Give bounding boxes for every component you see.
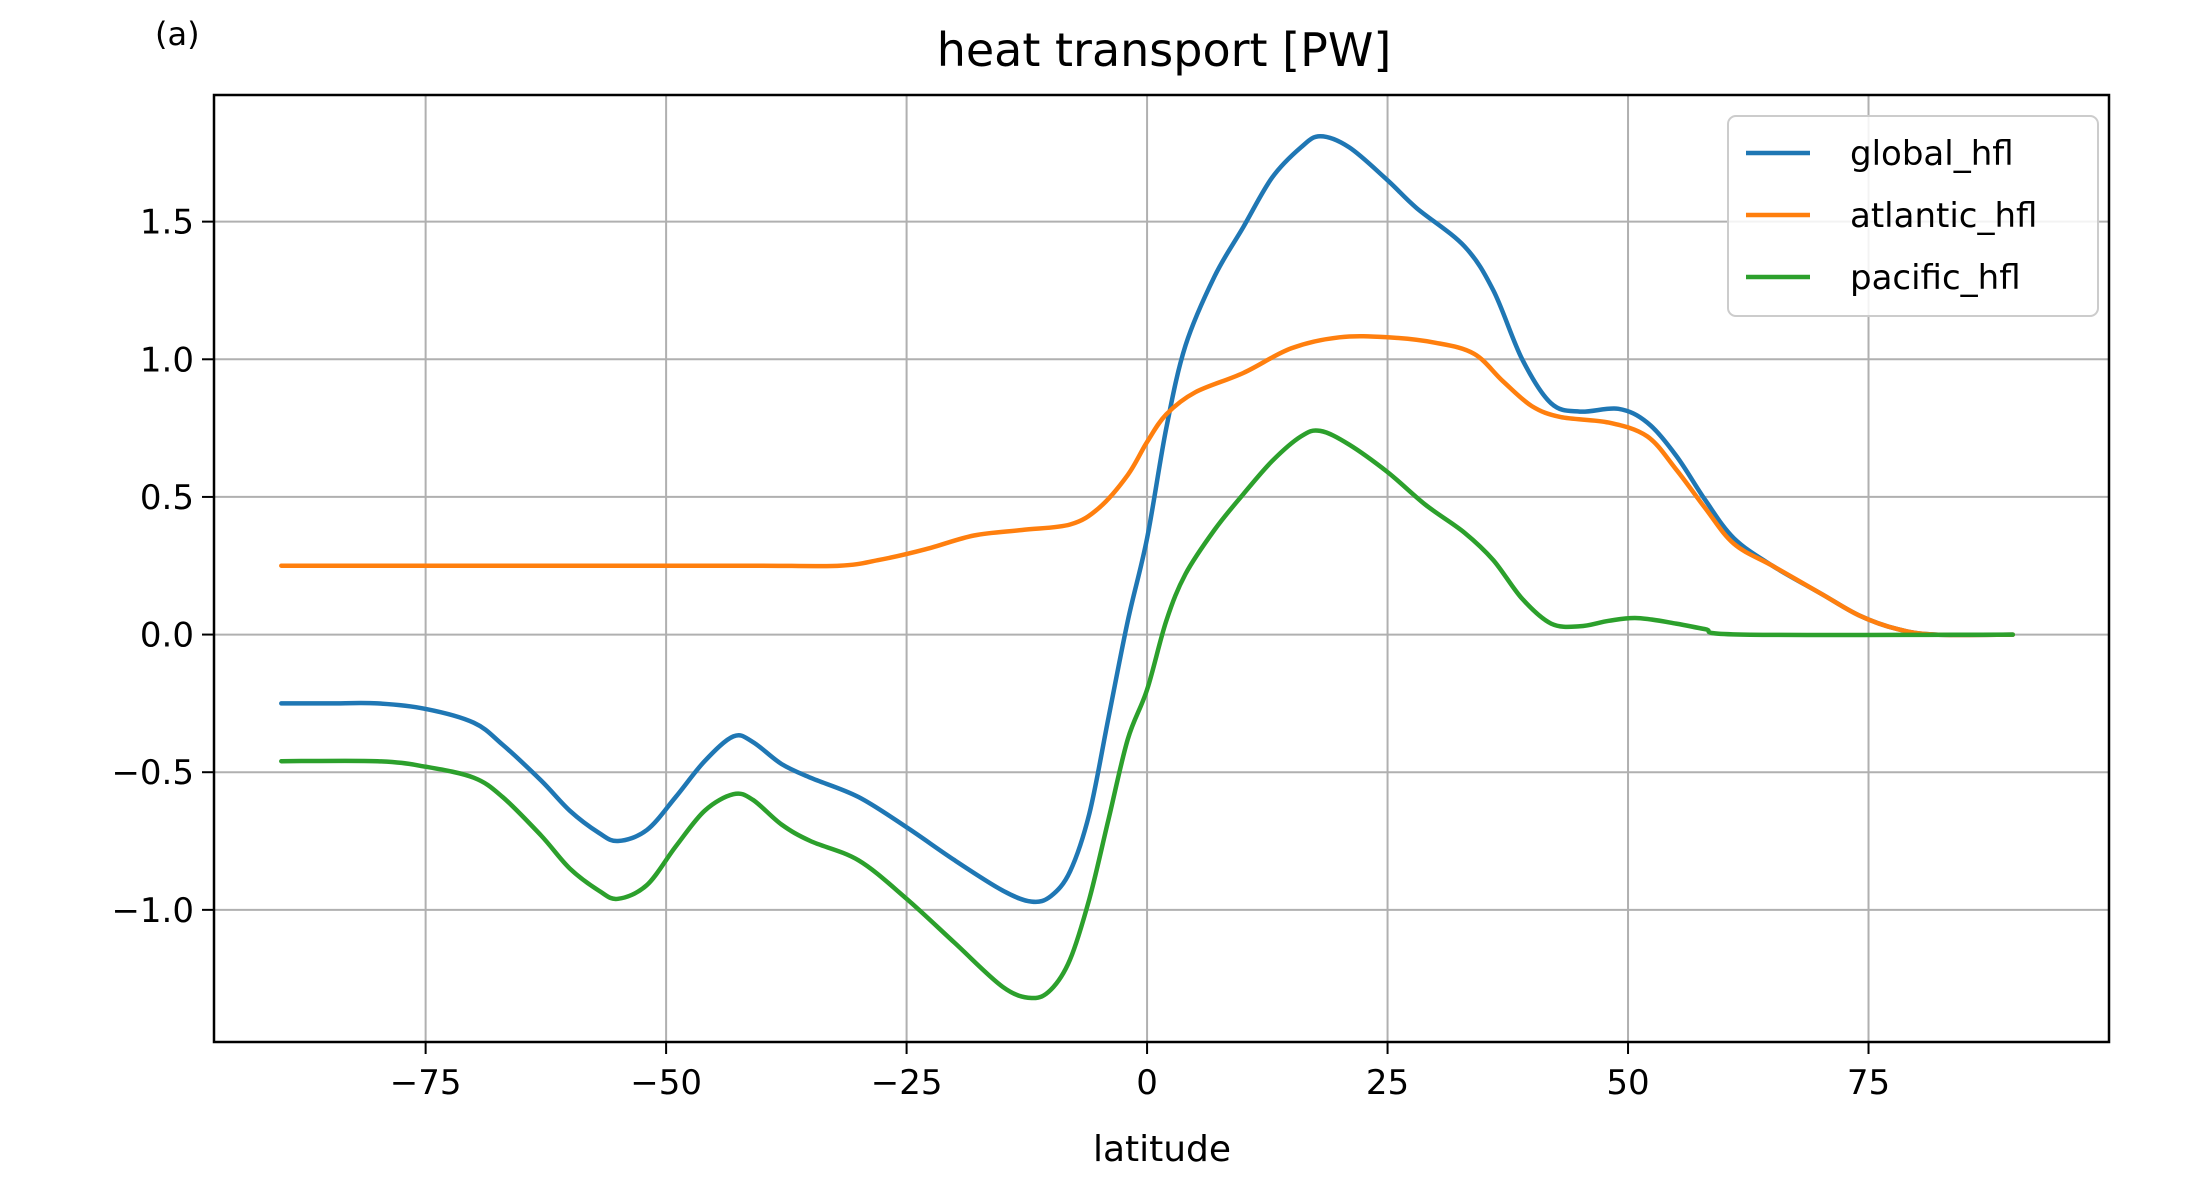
x-tick-label-4: 25 xyxy=(1366,1063,1409,1103)
series-line-atlantic_hfl xyxy=(279,333,2016,638)
series-line-pacific_hfl xyxy=(279,428,2016,1001)
y-tick-label-3: 0.5 xyxy=(140,478,194,518)
x-tick-label-3: 0 xyxy=(1136,1063,1158,1103)
y-tick-label-2: 0.0 xyxy=(140,616,194,656)
x-tick-label-1: −50 xyxy=(630,1063,702,1103)
legend[interactable]: global_hfl atlantic_hfl pacific_hfl xyxy=(1727,115,2099,317)
y-tick-label-0: −1.0 xyxy=(111,891,194,931)
x-tick-label-2: −25 xyxy=(871,1063,943,1103)
plot-frame xyxy=(212,93,2111,1044)
x-tick-label-0: −75 xyxy=(390,1063,462,1103)
y-tick-label-5: 1.5 xyxy=(140,203,194,243)
series-lines xyxy=(279,134,2016,1001)
legend-label-pacific_hfl[interactable]: pacific_hfl xyxy=(1850,258,2021,298)
panel-label: (a) xyxy=(155,15,200,53)
y-tick-label-1: −0.5 xyxy=(111,753,194,793)
legend-box xyxy=(1727,115,2099,317)
x-axis-label: latitude xyxy=(1093,1129,1231,1170)
series-line-global_hfl xyxy=(279,134,2016,905)
y-tick-label-4: 1.0 xyxy=(140,340,194,380)
legend-label-atlantic_hfl[interactable]: atlantic_hfl xyxy=(1850,196,2037,236)
x-axis-ticks: −75 −50 −25 0 25 50 75 xyxy=(390,1042,1890,1103)
x-tick-label-5: 50 xyxy=(1606,1063,1649,1103)
legend-label-global_hfl[interactable]: global_hfl xyxy=(1850,134,2014,174)
chart-title: heat transport [PW] xyxy=(937,23,1392,77)
y-axis-ticks: −1.0 −0.5 0.0 0.5 1.0 1.5 xyxy=(111,203,214,931)
x-tick-label-6: 75 xyxy=(1847,1063,1890,1103)
